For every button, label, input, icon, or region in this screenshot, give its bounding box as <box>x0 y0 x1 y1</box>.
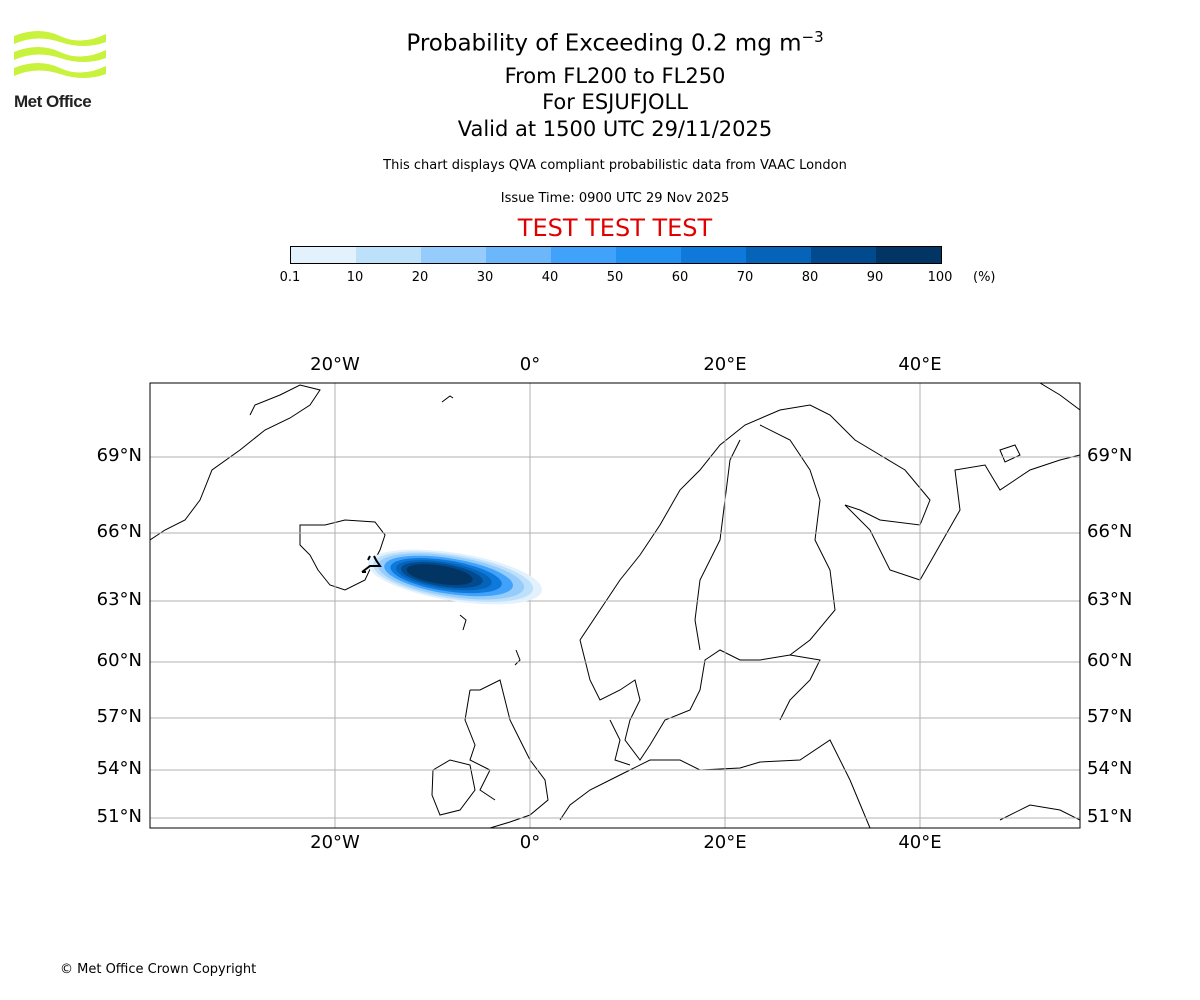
lon-label-top: 40°E <box>898 354 942 375</box>
flight-levels: From FL200 to FL250 <box>504 64 726 88</box>
ash-plume <box>368 549 542 605</box>
colorbar-tick-label: 40 <box>541 270 559 285</box>
colorbar-segment <box>876 247 941 263</box>
colorbar-unit: (%) <box>973 270 996 285</box>
colorbar-tick-label: 70 <box>736 270 754 285</box>
lon-label-bottom: 20°W <box>310 832 360 853</box>
colorbar-segment <box>356 247 421 263</box>
lon-label-top: 20°W <box>310 354 360 375</box>
colorbar <box>290 246 942 264</box>
copyright: © Met Office Crown Copyright <box>60 962 257 977</box>
issue-time: Issue Time: 0900 UTC 29 Nov 2025 <box>500 191 730 206</box>
colorbar-segment <box>486 247 551 263</box>
lon-label-top: 20°E <box>703 354 747 375</box>
lat-label-right: 54°N <box>1087 758 1133 779</box>
colorbar-tick-label: 10 <box>346 270 364 285</box>
lat-label-right: 63°N <box>1087 589 1133 610</box>
colorbar-segment <box>681 247 746 263</box>
colorbar-segment <box>746 247 811 263</box>
coastlines <box>150 383 1080 828</box>
volcano-name: For ESJUFJOLL <box>542 90 688 114</box>
colorbar-tick-label: 100 <box>927 270 953 285</box>
lat-label-left: 69°N <box>96 445 142 466</box>
valid-time: Valid at 1500 UTC 29/11/2025 <box>457 117 773 141</box>
lon-label-top: 0° <box>519 354 541 375</box>
chart-title: Probability of Exceeding 0.2 mg m−3 <box>406 28 824 57</box>
colorbar-tick-label: 90 <box>866 270 884 285</box>
colorbar-tick-label: 80 <box>801 270 819 285</box>
lat-label-right: 51°N <box>1087 806 1133 827</box>
met-office-logo <box>14 30 106 92</box>
logo-text: Met Office <box>14 92 92 111</box>
plume-probability-band <box>406 564 473 585</box>
colorbar-segment <box>421 247 486 263</box>
lat-label-right: 57°N <box>1087 706 1133 727</box>
colorbar-tick-label: 30 <box>476 270 494 285</box>
colorbar-tick-label: 50 <box>606 270 624 285</box>
volcano-marker-icon <box>361 555 382 573</box>
lon-label-bottom: 40°E <box>898 832 942 853</box>
lat-label-right: 66°N <box>1087 521 1133 542</box>
colorbar-segment <box>551 247 616 263</box>
lat-label-left: 51°N <box>96 806 142 827</box>
colorbar-tick-label: 20 <box>411 270 429 285</box>
lon-label-bottom: 20°E <box>703 832 747 853</box>
colorbar-segment <box>616 247 681 263</box>
lat-label-left: 63°N <box>96 589 142 610</box>
lat-label-right: 69°N <box>1087 445 1133 466</box>
lat-label-left: 57°N <box>96 706 142 727</box>
lat-label-left: 54°N <box>96 758 142 779</box>
lat-label-right: 60°N <box>1087 650 1133 671</box>
lat-label-left: 66°N <box>96 521 142 542</box>
chart-note: This chart displays QVA compliant probab… <box>383 158 847 173</box>
colorbar-tick-label: 0.1 <box>279 270 301 285</box>
test-banner: TEST TEST TEST <box>517 214 713 242</box>
lat-label-left: 60°N <box>96 650 142 671</box>
colorbar-segment <box>811 247 876 263</box>
colorbar-segment <box>291 247 356 263</box>
lon-label-bottom: 0° <box>519 832 541 853</box>
colorbar-tick-label: 60 <box>671 270 689 285</box>
gridlines <box>150 383 1080 828</box>
